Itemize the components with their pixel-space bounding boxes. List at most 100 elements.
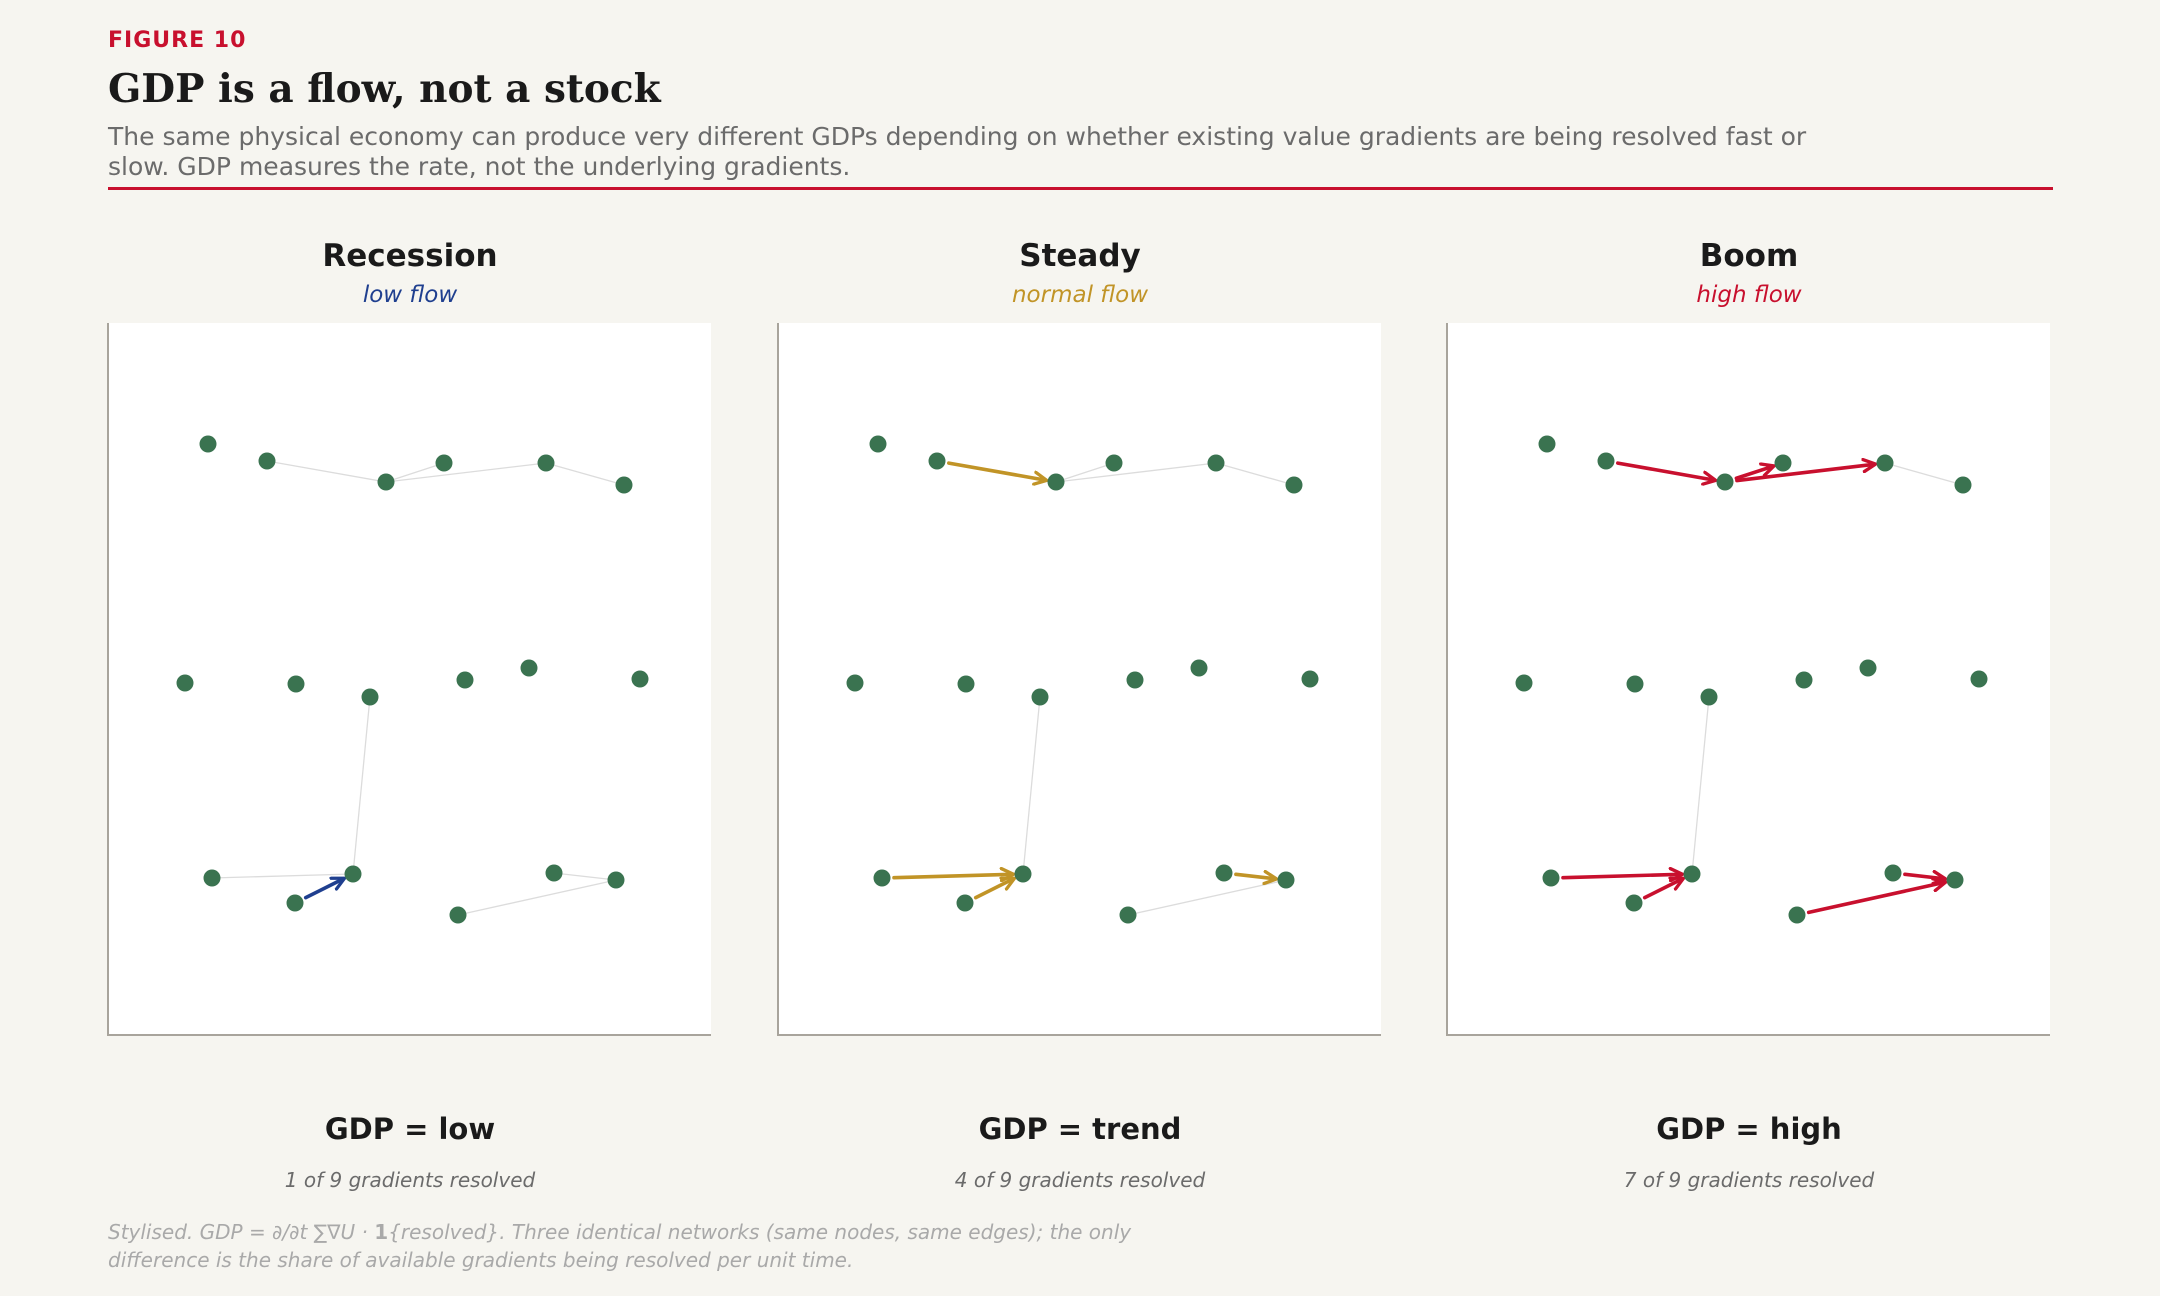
network-node [361,688,379,706]
network-node [1683,865,1701,883]
network-node [520,659,538,677]
network-edge [1055,462,1217,483]
network-node [1515,674,1533,692]
resolved-gradient-arrow [303,879,343,900]
network-edge [1022,696,1041,875]
network-node [1538,435,1556,453]
network-node [1774,454,1792,472]
panel-title: Recession [322,238,498,274]
network-node [1031,688,1049,706]
figure-label: FIGURE 10 [108,28,247,53]
network-node [258,452,276,470]
network-node [846,674,864,692]
title-rule [108,187,2053,190]
network-node [344,865,362,883]
network-edge [266,460,387,483]
network-node [615,476,633,494]
network-edge [1691,696,1710,875]
panel-header-boom: Boom high flow [1447,234,2051,312]
resolved-gradient-arrow [973,879,1013,900]
network-node [286,894,304,912]
network-node [537,454,555,472]
network-node [1215,864,1233,882]
network-node [1207,454,1225,472]
gdp-label: GDP = trend [978,1112,1182,1146]
network-node [873,869,891,887]
panel-title: Boom [1699,238,1799,274]
resolved-gradient-arrow [1806,882,1945,915]
footnote-formula: = ∂/∂t ∑∇U · [248,1220,375,1244]
network-edge [1055,462,1115,483]
resolved-gradient-arrow [1735,464,1874,483]
footnote-indicator: 1 [374,1220,389,1244]
network-node [1876,454,1894,472]
footnote-prefix: Stylised. GDP [108,1220,249,1244]
network-node [1970,670,1988,688]
network-node [1047,473,1065,491]
network-edge [1127,879,1287,916]
network-node [1625,894,1643,912]
network-edge [1215,462,1295,486]
panel-footer-boom: GDP = high 7 of 9 gradients resolved [1447,1109,2051,1195]
resolved-gradient-arrow [1561,874,1681,877]
network-node [545,864,563,882]
gdp-label: GDP = low [324,1112,496,1146]
network-node [1126,671,1144,689]
footnote-braces: {resolved} [388,1220,500,1244]
network-node [377,473,395,491]
panel-footer-steady: GDP = trend 4 of 9 gradients resolved [778,1109,1382,1195]
network-node [1301,670,1319,688]
network-edge [385,462,445,483]
network-node [176,674,194,692]
network-node [1277,871,1295,889]
figure-subtitle: The same physical economy can produce ve… [108,122,1807,181]
network-node [435,454,453,472]
network-node [1716,473,1734,491]
network-edge [1884,462,1964,486]
network-node [869,435,887,453]
resolved-gradient-arrow [1903,874,1944,878]
resolved-gradient-arrow [1616,461,1714,480]
network-edge [553,872,617,881]
resolved-count: 7 of 9 gradients resolved [1623,1168,1875,1192]
network-edge [545,462,625,486]
network-node [287,675,305,693]
network-node [631,670,649,688]
network-node [1014,865,1032,883]
panel-title: Steady [1019,238,1141,274]
network-node [1626,675,1644,693]
network-node [957,675,975,693]
panel-header-recession: Recession low flow [108,234,712,312]
panel-footer-recession: GDP = low 1 of 9 gradients resolved [108,1109,712,1195]
panel-flow-label: low flow [362,282,458,308]
network-edge [457,879,617,916]
network-diagram [846,435,1319,924]
network-node [1788,906,1806,924]
resolved-gradient-arrow [892,874,1012,877]
network-node [1954,476,1972,494]
network-node [956,894,974,912]
resolved-count: 4 of 9 gradients resolved [954,1168,1206,1192]
panel-flow-label: high flow [1696,282,1802,308]
network-panel-steady [777,323,1381,1036]
network-node [456,671,474,689]
network-node [1795,671,1813,689]
resolved-gradient-arrow [1642,879,1682,900]
panel-header-steady: Steady normal flow [778,234,1382,312]
network-panel-recession [107,323,711,1036]
network-node [199,435,217,453]
footnote: Stylised. GDP = ∂/∂t ∑∇U · 1{resolved}. … [108,1218,1208,1274]
network-edge [385,462,547,483]
network-node [203,869,221,887]
network-diagram [176,435,649,924]
network-node [1597,452,1615,470]
network-node [928,452,946,470]
network-panel-boom [1446,323,2050,1036]
resolved-count: 1 of 9 gradients resolved [284,1168,536,1192]
resolved-gradient-arrow [947,461,1045,480]
network-node [1946,871,1964,889]
network-node [1190,659,1208,677]
network-node [1285,476,1303,494]
gdp-label: GDP = high [1656,1112,1842,1146]
network-node [449,906,467,924]
